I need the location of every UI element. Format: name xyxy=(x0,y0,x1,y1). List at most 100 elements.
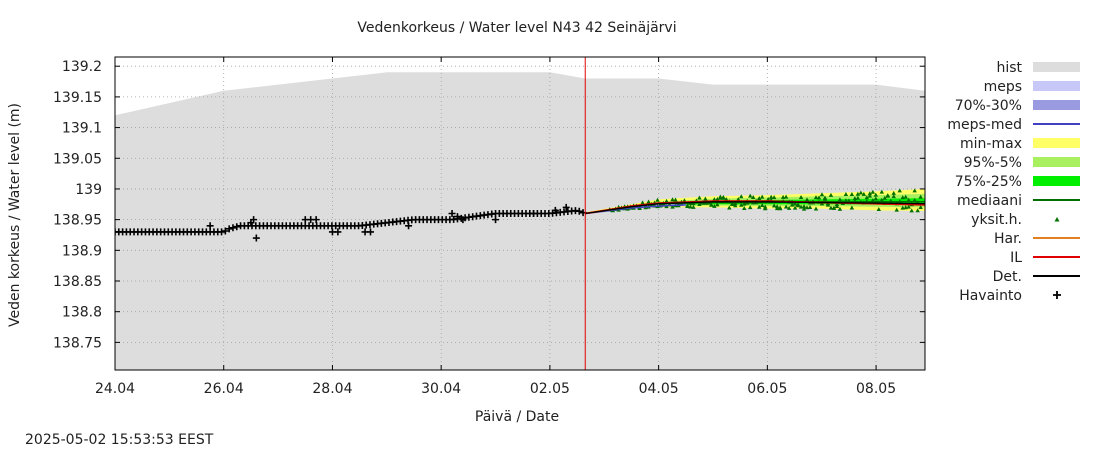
y-tick-label: 138.8 xyxy=(62,305,102,321)
ensemble-member-marker xyxy=(819,201,825,206)
ensemble-member-marker xyxy=(762,204,768,209)
observation-marker xyxy=(206,222,214,230)
ensemble-member-marker xyxy=(798,204,804,209)
y-tick-label: 139.1 xyxy=(62,121,102,137)
ensemble-member-marker xyxy=(837,206,843,211)
ensemble-member-marker xyxy=(876,207,881,212)
legend-label: 75%-25% xyxy=(955,174,1022,190)
x-tick-label: 08.05 xyxy=(856,381,896,397)
ensemble-member-marker xyxy=(777,206,783,211)
ensemble-member-marker xyxy=(837,197,843,202)
observation-marker xyxy=(551,206,559,214)
ensemble-member-marker xyxy=(813,195,819,200)
ensemble-member-marker xyxy=(915,208,920,213)
ensemble-member-marker xyxy=(831,205,837,210)
observation-marker xyxy=(575,207,583,215)
ensemble-member-marker xyxy=(709,202,714,207)
ensemble-member-marker xyxy=(691,204,696,209)
ensemble-member-marker xyxy=(756,204,762,209)
observation-marker xyxy=(252,234,260,242)
ensemble-member-marker xyxy=(748,205,753,210)
ensemble-member-marker xyxy=(843,192,849,197)
plot-area xyxy=(115,57,925,370)
ensemble-member-marker xyxy=(849,191,855,196)
ensemble-member-marker xyxy=(742,205,747,210)
ensemble-member-marker xyxy=(736,196,741,201)
ensemble-member-marker xyxy=(798,195,804,200)
ensemble-member-marker xyxy=(664,198,669,203)
ensemble-member-marker xyxy=(688,204,693,209)
x-tick-label: 28.04 xyxy=(312,381,352,397)
ensemble-member-marker xyxy=(739,202,744,207)
ensemble-member-marker xyxy=(715,196,720,201)
ensemble-member-marker xyxy=(712,203,717,208)
legend-label: Det. xyxy=(993,269,1022,285)
legend-swatch xyxy=(1054,217,1060,222)
ensemble-member-marker xyxy=(879,197,884,202)
y-tick-label: 139 xyxy=(75,182,102,198)
observation-marker xyxy=(459,216,467,224)
ensemble-member-marker xyxy=(849,205,855,210)
ensemble-member-marker xyxy=(751,195,756,200)
ensemble-member-marker xyxy=(786,205,792,210)
ensemble-member-marker xyxy=(828,205,834,210)
ensemble-member-marker xyxy=(867,191,873,196)
legend-swatch xyxy=(1033,100,1080,110)
ensemble-member-marker xyxy=(780,194,786,199)
observation-marker xyxy=(405,222,413,230)
ensemble-member-marker xyxy=(742,201,747,206)
ensemble-member-marker xyxy=(715,202,720,207)
legend-label: meps xyxy=(984,79,1022,95)
ensemble-member-marker xyxy=(882,195,887,200)
observation-marker xyxy=(221,227,229,235)
plot-content xyxy=(115,57,925,370)
y-tick-label: 139.15 xyxy=(53,90,102,106)
y-axis-label: Veden korkeus / Water level (m) xyxy=(7,103,23,327)
observation-marker xyxy=(233,223,241,231)
ensemble-member-marker xyxy=(718,194,723,199)
hist-area xyxy=(115,72,925,370)
ensemble-member-marker xyxy=(855,191,861,196)
x-tick-label: 24.04 xyxy=(95,381,135,397)
legend-swatch xyxy=(1033,138,1080,148)
observation-marker xyxy=(225,225,233,233)
ensemble-member-marker xyxy=(759,202,765,207)
ensemble-member-marker xyxy=(867,193,873,198)
ensemble-member-marker xyxy=(792,205,798,210)
ensemble-member-marker xyxy=(804,205,810,210)
ensemble-member-marker xyxy=(765,197,771,202)
ensemble-member-marker xyxy=(873,192,879,197)
ensemble-member-marker xyxy=(670,204,675,209)
observation-marker xyxy=(218,228,226,236)
ensemble-member-marker xyxy=(804,197,810,202)
chart-title: Vedenkorkeus / Water level N43 42 Seinäj… xyxy=(357,20,676,36)
ensemble-member-marker xyxy=(903,194,908,199)
observation-marker xyxy=(562,203,570,211)
x-axis-label: Päivä / Date xyxy=(475,409,559,425)
ensemble-member-marker xyxy=(795,202,801,207)
ensemble-member-marker xyxy=(885,193,890,198)
ensemble-member-marker xyxy=(906,204,911,209)
ensemble-member-marker xyxy=(801,206,807,211)
legend-label: 70%-30% xyxy=(955,98,1022,114)
y-tick-label: 138.75 xyxy=(53,335,102,351)
observation-marker xyxy=(448,210,456,217)
ensemble-member-marker xyxy=(789,202,795,207)
ensemble-member-marker xyxy=(861,191,867,196)
observation-marker xyxy=(334,228,342,236)
ensemble-member-marker xyxy=(721,195,726,200)
ensemble-member-marker xyxy=(756,195,762,200)
observation-marker xyxy=(312,216,320,224)
ensemble-member-marker xyxy=(771,203,777,208)
ensemble-member-marker xyxy=(816,195,822,200)
ensemble-member-marker xyxy=(912,197,917,202)
observation-marker xyxy=(530,210,538,217)
ensemble-member-marker xyxy=(912,188,917,193)
ensemble-member-marker xyxy=(727,205,732,210)
x-tick-label: 30.04 xyxy=(421,381,461,397)
ensemble-member-marker xyxy=(858,190,864,195)
observation-marker xyxy=(247,219,255,227)
ensemble-member-marker xyxy=(697,195,702,200)
legend-swatch xyxy=(1033,62,1080,72)
observation-marker xyxy=(367,228,375,236)
